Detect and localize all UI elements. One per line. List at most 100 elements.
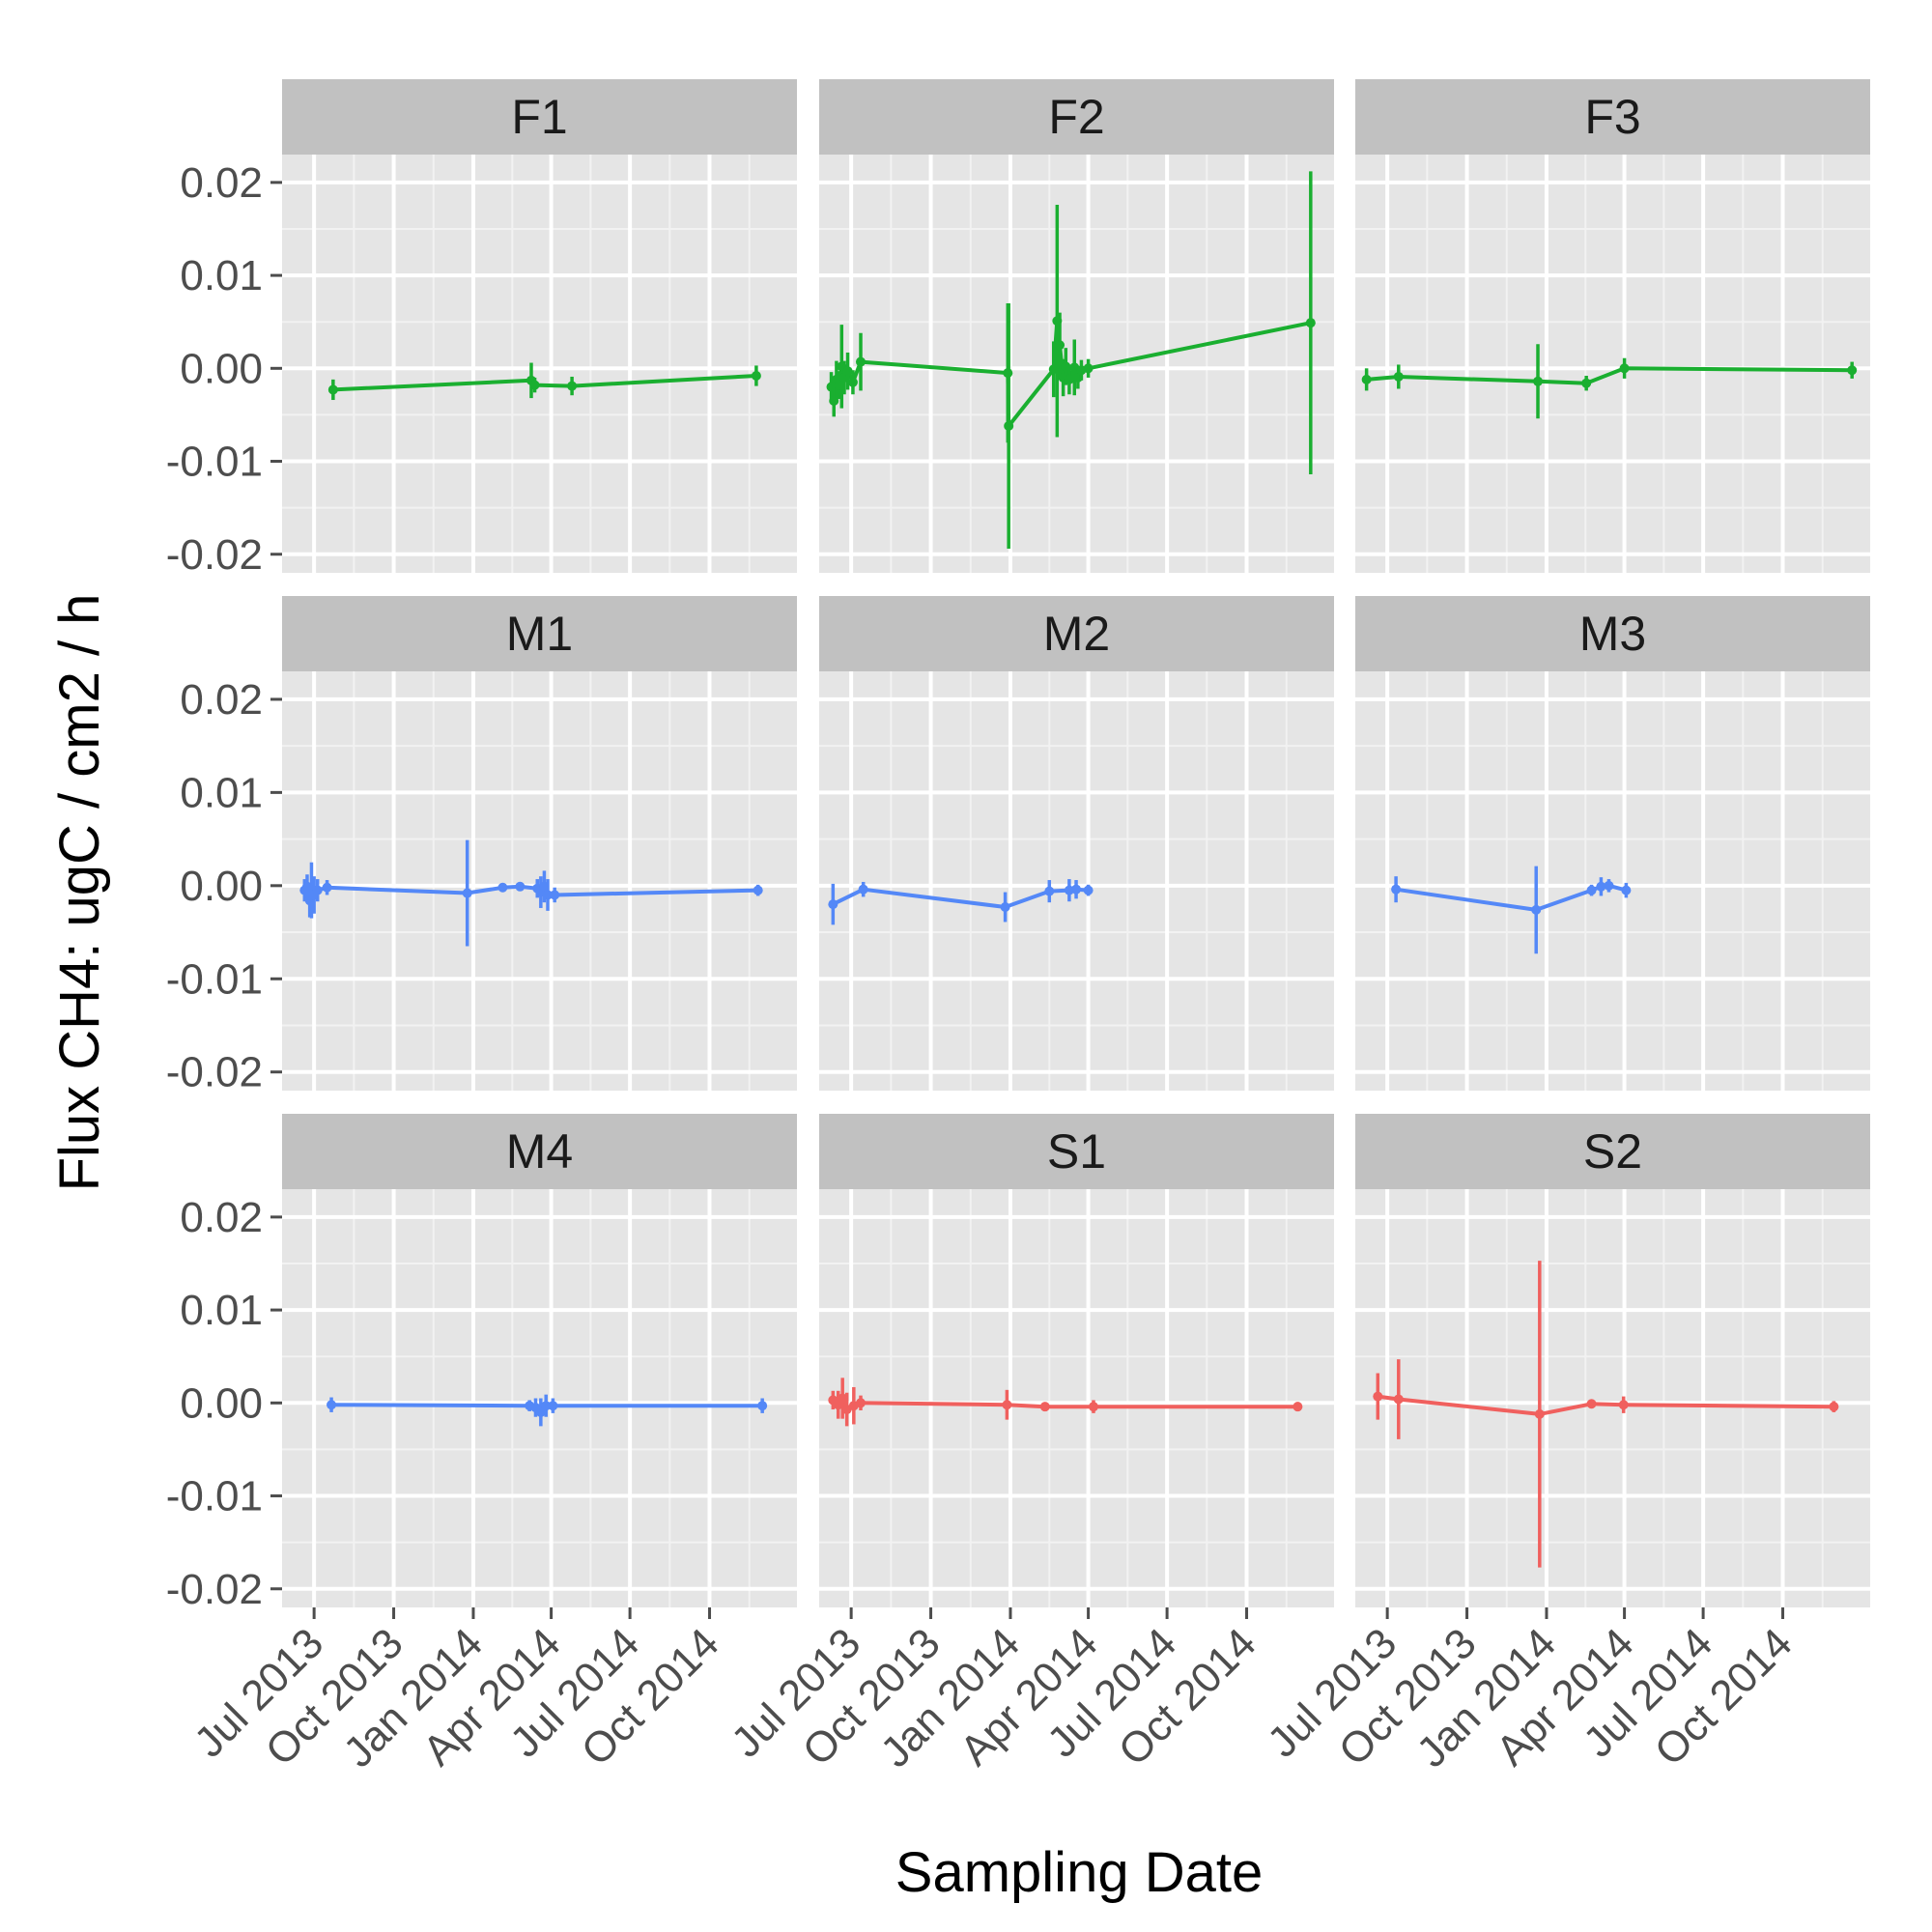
strip-label-f3: F3 xyxy=(1584,90,1640,144)
strip-s1 xyxy=(819,1114,1334,1189)
data-point xyxy=(1000,902,1010,913)
data-point xyxy=(1004,420,1014,431)
y-tick-label: 0.00 xyxy=(180,863,263,910)
data-point xyxy=(529,380,540,390)
data-point xyxy=(1361,374,1372,384)
data-point xyxy=(1044,886,1055,896)
plot-area-f1 xyxy=(282,155,797,573)
data-point xyxy=(1002,1400,1012,1410)
data-point xyxy=(1055,340,1065,351)
data-point xyxy=(1071,884,1082,895)
data-point xyxy=(1064,374,1074,384)
data-point xyxy=(1373,1391,1383,1402)
panel-m3: M3 xyxy=(1355,596,1870,1091)
y-tick-label: -0.02 xyxy=(166,531,263,579)
data-point xyxy=(515,881,526,892)
panel-s1: S1 xyxy=(819,1114,1334,1607)
y-tick-label: 0.01 xyxy=(180,1287,263,1334)
strip-f2 xyxy=(819,79,1334,155)
data-point xyxy=(855,1398,866,1408)
gridlines-m4 xyxy=(282,1189,797,1607)
data-point xyxy=(1829,1402,1839,1412)
data-point xyxy=(858,884,868,895)
strip-label-s1: S1 xyxy=(1047,1124,1106,1179)
data-point xyxy=(842,366,853,377)
data-point xyxy=(828,899,838,910)
strip-m4 xyxy=(282,1114,797,1189)
y-tick-label: 0.02 xyxy=(180,676,263,724)
data-point xyxy=(322,882,332,893)
strip-label-m3: M3 xyxy=(1579,607,1646,661)
y-tick-label: -0.01 xyxy=(166,439,263,486)
data-point xyxy=(1581,378,1592,388)
strip-m3 xyxy=(1355,596,1870,671)
panels-layer: F1 F2 F3 M1 M2 M3 M4 S1 S2 xyxy=(282,79,1870,1607)
data-point xyxy=(550,890,560,900)
strip-label-m1: M1 xyxy=(506,607,573,661)
data-point xyxy=(847,377,858,387)
data-point xyxy=(541,1401,552,1411)
data-point xyxy=(543,890,554,900)
gridlines-s1 xyxy=(819,1189,1334,1607)
y-tick-label: 0.01 xyxy=(180,769,263,816)
x-axis-title: Sampling Date xyxy=(895,1841,1263,1904)
y-tick-label: 0.00 xyxy=(180,345,263,392)
data-point xyxy=(1619,363,1630,374)
data-point xyxy=(1533,376,1544,386)
data-point xyxy=(1604,880,1614,891)
data-point xyxy=(1293,1402,1303,1412)
y-tick-label: 0.02 xyxy=(180,1194,263,1241)
strip-m1 xyxy=(282,596,797,671)
data-point xyxy=(1393,371,1404,382)
panel-m4: M4 xyxy=(282,1114,797,1607)
y-tick-label: 0.01 xyxy=(180,252,263,299)
data-point xyxy=(1088,1402,1098,1412)
series-line-f3 xyxy=(1366,366,1853,385)
data-point xyxy=(1305,318,1316,328)
data-point xyxy=(757,1401,768,1411)
data-point xyxy=(753,885,763,895)
gridlines-s2 xyxy=(1355,1189,1870,1607)
panel-f3: F3 xyxy=(1355,79,1870,573)
data-point xyxy=(1083,885,1094,895)
strip-f3 xyxy=(1355,79,1870,155)
plot-area-s2 xyxy=(1355,1189,1870,1607)
strip-label-m4: M4 xyxy=(506,1124,573,1179)
strip-label-s2: S2 xyxy=(1583,1124,1642,1179)
strip-s2 xyxy=(1355,1114,1870,1189)
data-point xyxy=(1391,884,1402,895)
data-point xyxy=(1596,881,1606,892)
plot-area-m3 xyxy=(1355,671,1870,1091)
y-tick-label: -0.02 xyxy=(166,1049,263,1096)
y-tick-label: 0.00 xyxy=(180,1379,263,1427)
y-tick-label: -0.02 xyxy=(166,1566,263,1613)
data-point xyxy=(855,356,866,367)
data-point xyxy=(567,381,578,391)
strip-m2 xyxy=(819,596,1334,671)
strip-f1 xyxy=(282,79,797,155)
data-point xyxy=(1586,1399,1597,1409)
plot-area-s1 xyxy=(819,1189,1334,1607)
data-point xyxy=(1621,885,1632,895)
data-point xyxy=(327,384,338,395)
data-point xyxy=(312,885,323,895)
panel-f2: F2 xyxy=(819,79,1334,573)
panel-f1: F1 xyxy=(282,79,797,573)
panel-m1: M1 xyxy=(282,596,797,1091)
data-point xyxy=(1083,363,1094,374)
gridlines-m3 xyxy=(1355,671,1870,1091)
data-point xyxy=(327,1400,337,1410)
y-tick-label: -0.01 xyxy=(166,1473,263,1520)
data-point xyxy=(838,1393,848,1404)
data-point xyxy=(1534,1408,1545,1419)
y-axes-layer: -0.02 -0.01 0.00 0.01 0.02 -0.02 -0.01 0.00 0.01… xyxy=(166,159,282,1613)
data-point xyxy=(1039,1402,1050,1412)
y-axis-title: Flux CH4: ugC / cm2 / h xyxy=(48,594,111,1192)
strip-label-m2: M2 xyxy=(1043,607,1110,661)
gridlines-f3 xyxy=(1355,155,1870,573)
gridlines-f1 xyxy=(282,155,797,573)
data-point xyxy=(1618,1400,1629,1410)
